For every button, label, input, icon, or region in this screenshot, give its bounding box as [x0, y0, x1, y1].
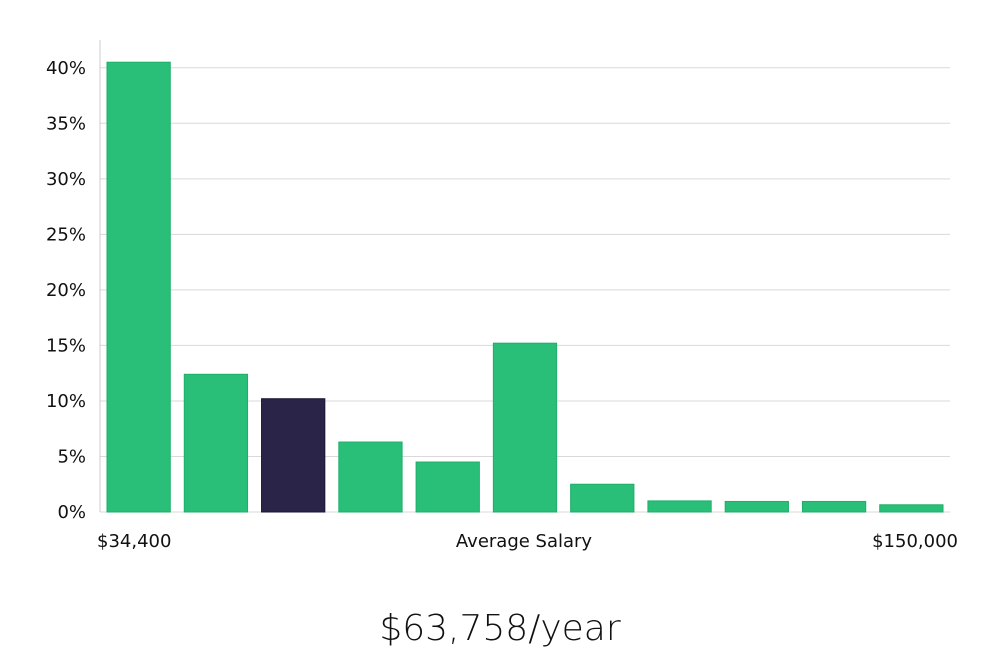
x-label-min: $34,400 — [97, 531, 171, 552]
bars-layer — [106, 61, 944, 513]
bar-2 — [183, 373, 249, 513]
y-tick-label-5: 5% — [57, 446, 86, 467]
y-tick-label-20: 20% — [46, 280, 86, 301]
bar-4 — [338, 441, 403, 513]
y-axis: 0% 5% 10% 15% 20% 25% 30% 35% 40% — [46, 40, 101, 523]
bar-5 — [415, 461, 480, 513]
bar-highlighted — [261, 398, 326, 513]
x-axis: $34,400 Average Salary $150,000 — [97, 531, 958, 552]
bar-6 — [492, 342, 558, 513]
bar-8 — [647, 500, 712, 513]
y-tick-label-0: 0% — [57, 502, 86, 523]
bar-11 — [879, 504, 944, 513]
average-salary-value: $63,758/year — [379, 608, 621, 649]
y-tick-label-15: 15% — [46, 335, 86, 356]
bar-10 — [801, 500, 867, 513]
y-tick-label-40: 40% — [46, 58, 86, 79]
bar-7 — [570, 483, 635, 513]
bar-1 — [106, 61, 171, 513]
x-label-average: Average Salary — [456, 531, 593, 552]
x-label-max: $150,000 — [872, 531, 958, 552]
salary-distribution-chart: 0% 5% 10% 15% 20% 25% 30% 35% 40% $34,400 Averag… — [46, 40, 958, 552]
bar-9 — [724, 500, 789, 513]
y-tick-label-25: 25% — [46, 224, 86, 245]
y-tick-label-10: 10% — [46, 391, 86, 412]
y-tick-label-35: 35% — [46, 113, 86, 134]
y-tick-label-30: 30% — [46, 169, 86, 190]
